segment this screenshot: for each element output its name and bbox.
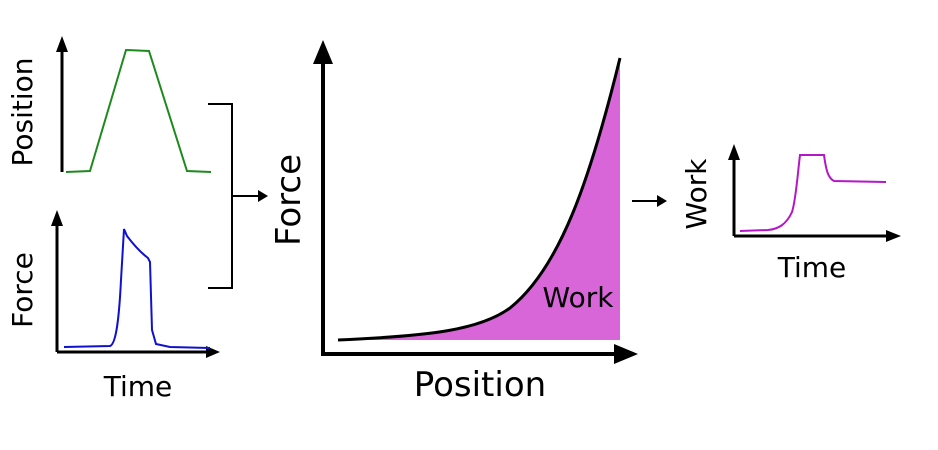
force-position-xlabel: Position	[414, 365, 546, 405]
work-time-xlabel: Time	[777, 251, 847, 284]
bracket-connector	[208, 103, 268, 289]
work-area-label: Work	[543, 281, 615, 314]
work-curve	[739, 154, 887, 232]
work-time-ylabel: Work	[680, 158, 713, 230]
force-position-curve	[337, 57, 622, 342]
force-time-x-arrowhead	[206, 346, 220, 358]
arrow-to-force-position-head	[258, 190, 268, 202]
work-time-x-arrowhead	[886, 230, 901, 242]
force-position-x-arrowhead	[614, 344, 638, 364]
position-time-ylabel: Position	[6, 57, 39, 166]
force-time-ylabel: Force	[6, 252, 39, 328]
force-position-ylabel: Force	[269, 154, 309, 246]
force-time-panel: Force Time	[6, 210, 220, 403]
position-time-panel: Position	[6, 36, 212, 173]
force-time-xlabel: Time	[103, 370, 173, 403]
work-time-panel: Work Time	[680, 144, 901, 284]
arrow-to-work-head	[657, 195, 667, 207]
work-area	[338, 58, 620, 340]
force-curve	[63, 228, 211, 349]
force-position-y-arrowhead	[313, 40, 333, 64]
bracket	[208, 103, 233, 289]
force-position-panel: Force Position Work	[269, 40, 638, 405]
position-time-y-arrowhead	[56, 36, 68, 52]
force-time-y-arrowhead	[51, 210, 63, 226]
arrow-to-work	[632, 195, 667, 207]
work-time-y-arrowhead	[728, 144, 740, 160]
position-curve	[65, 48, 212, 173]
